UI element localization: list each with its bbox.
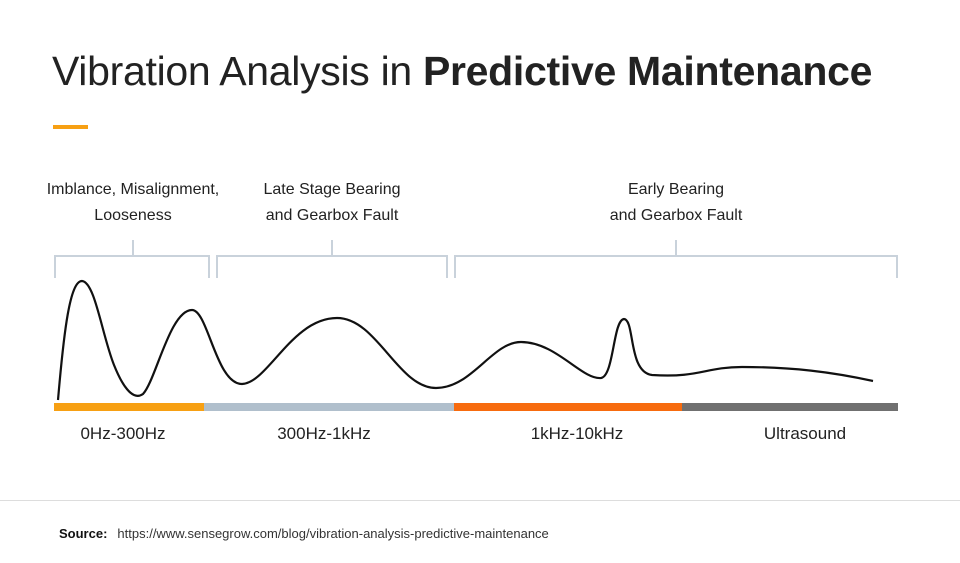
category-early: Early Bearing and Gearbox Fault <box>576 177 776 229</box>
bracket-2 <box>216 240 448 278</box>
band-bar-300hz-1khz <box>204 403 454 411</box>
category-line: Early Bearing <box>627 181 725 198</box>
title-bold: Predictive Maintenance <box>422 48 873 94</box>
category-line: and Gearbox Fault <box>265 207 399 224</box>
band-label: 1kHz-10kHz <box>530 424 624 443</box>
bracket-1 <box>54 240 210 278</box>
source-url: https://www.sensegrow.com/blog/vibration… <box>117 526 549 541</box>
category-line: and Gearbox Fault <box>609 207 743 224</box>
title-light: Vibration Analysis in <box>52 48 423 94</box>
band-label: 300Hz-1kHz <box>277 424 371 443</box>
category-imbalance: Imblance, Misalignment, Looseness <box>30 177 236 229</box>
band-label: Ultrasound <box>763 424 847 443</box>
band-bar-1khz-10khz <box>454 403 682 411</box>
category-line: Late Stage Bearing <box>263 181 401 198</box>
category-line: Looseness <box>94 207 172 224</box>
vibration-curve <box>56 279 874 401</box>
title-accent-line <box>53 125 88 129</box>
category-line: Imblance, Misalignment, <box>46 181 220 198</box>
band-bar-0hz-300hz <box>54 403 204 411</box>
band-bar-ultrasound <box>682 403 898 411</box>
source-line: Source: https://www.sensegrow.com/blog/vi… <box>59 526 549 541</box>
band-label: 0Hz-300Hz <box>80 424 166 443</box>
divider <box>0 500 960 501</box>
page-title: Vibration Analysis in Predictive Mainten… <box>52 48 872 95</box>
category-late-stage: Late Stage Bearing and Gearbox Fault <box>232 177 432 229</box>
source-label: Source: <box>59 526 108 541</box>
bracket-3 <box>454 240 898 278</box>
